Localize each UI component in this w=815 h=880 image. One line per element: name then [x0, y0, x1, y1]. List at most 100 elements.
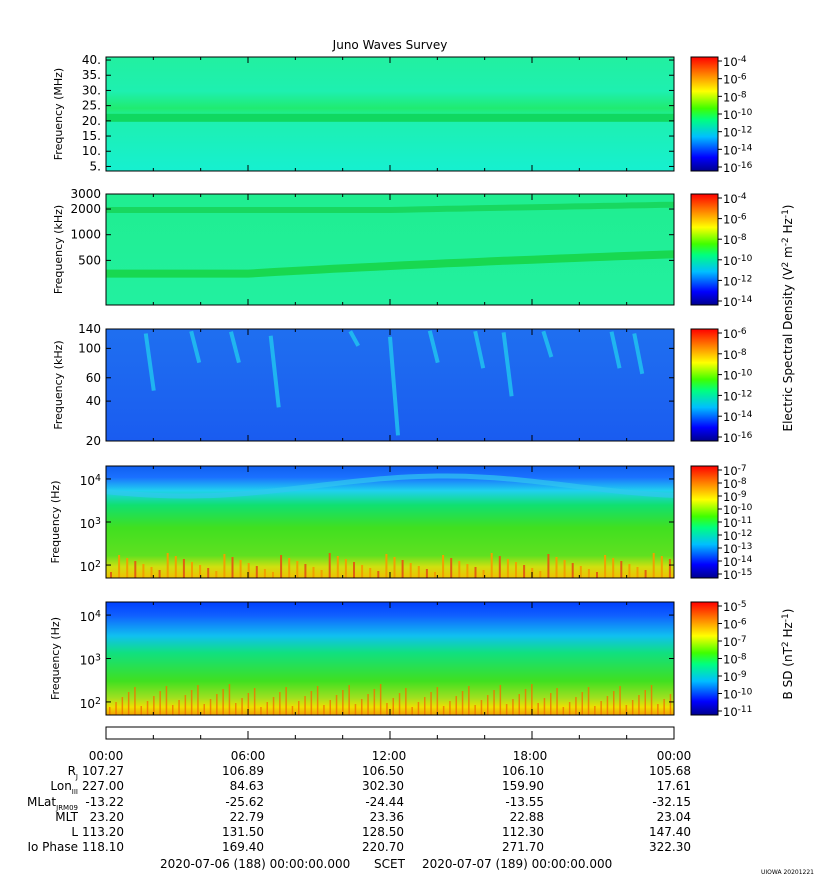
- impulse-mark: [550, 693, 552, 715]
- spectrogram-lfr-low-b: [106, 602, 674, 715]
- colorbar-tick-label: 10-14: [723, 143, 753, 157]
- y-axis-label: Frequency (kHz): [52, 340, 65, 429]
- impulse-mark: [474, 567, 477, 578]
- impulse-mark: [178, 700, 180, 715]
- y-tick-label-base: 10: [80, 560, 95, 574]
- impulse-mark: [247, 563, 250, 578]
- y-tick-label: 2000: [70, 202, 101, 216]
- impulse-mark: [296, 561, 299, 578]
- y-tick-label-exp: 2: [95, 696, 101, 707]
- colorbar-tick-label-exp: -14: [738, 295, 753, 305]
- colorbar-tick-label-base: 10: [723, 143, 738, 157]
- impulse-mark: [235, 703, 237, 715]
- impulse-mark: [288, 558, 291, 578]
- burst-streak: [189, 330, 202, 364]
- colorbar-tick-label-base: 10: [723, 670, 738, 684]
- colorbar-tick-label-exp: -10: [738, 108, 753, 118]
- impulse-mark: [506, 559, 509, 578]
- ephemeris-value: -25.62: [225, 795, 264, 809]
- colorbar-tick-label-exp: -12: [738, 389, 753, 399]
- impulse-mark: [461, 691, 464, 715]
- impulse-mark: [291, 706, 294, 715]
- colorbar-tick-label-base: 10: [723, 555, 738, 569]
- colorbar-tick-label-exp: -10: [738, 254, 753, 264]
- impulse-mark: [604, 555, 607, 578]
- ephemeris-value: 106.50: [362, 764, 404, 778]
- colorbar-tick-label-exp: -10: [738, 688, 753, 698]
- burst-streak: [473, 330, 486, 369]
- impulse-mark: [127, 692, 130, 715]
- y-tick-label: 40: [86, 394, 101, 408]
- colorbar-tick-label: 10-6: [723, 327, 747, 341]
- colorbar-tick-label-exp: -4: [738, 192, 747, 202]
- ephemeris-label-main: MLat: [27, 795, 56, 809]
- impulse-mark: [115, 702, 117, 715]
- impulse-mark: [153, 696, 155, 715]
- impulse-mark: [272, 572, 274, 578]
- ephemeris-value: 106.10: [502, 764, 544, 778]
- colorbar-tick-label-base: 10: [723, 705, 738, 719]
- y-tick-label: 140: [78, 322, 101, 336]
- y-axis-label: Frequency (Hz): [49, 617, 62, 700]
- ephemeris-value: 147.40: [649, 825, 691, 839]
- ephemeris-label: Io Phase: [27, 840, 78, 854]
- colorbar-tick-label: 10-12: [723, 126, 752, 140]
- colorbar-title-part: -2: [781, 237, 791, 246]
- colorbar-lfr-low-e: [690, 465, 719, 579]
- ephemeris-value: 23.36: [370, 810, 404, 824]
- colorbar-tick-label-base: 10: [723, 464, 738, 478]
- colorbar-tick-label-base: 10: [723, 233, 738, 247]
- colorbar-tick-label-exp: -14: [738, 143, 753, 153]
- impulse-mark: [539, 571, 542, 578]
- colorbar-tick-label-exp: -8: [738, 233, 747, 243]
- colorbar-tick-label-exp: -12: [738, 529, 753, 539]
- impulse-mark: [239, 560, 242, 578]
- impulse-mark: [638, 695, 640, 715]
- y-tick-label: 100: [78, 341, 101, 355]
- ephemeris-label-sub: III: [72, 788, 78, 796]
- impulse-mark: [158, 570, 161, 578]
- chart-title: Juno Waves Survey: [332, 38, 448, 52]
- colorbar-tick-label-base: 10: [723, 161, 738, 175]
- colorbar-tick-label-exp: -14: [738, 410, 753, 420]
- impulse-mark: [223, 554, 226, 578]
- impulse-mark: [568, 702, 571, 715]
- colorbar-tick-label-base: 10: [723, 348, 738, 362]
- impulse-mark: [263, 569, 266, 578]
- impulse-mark: [505, 704, 508, 715]
- time-tick-label: 18:00: [513, 749, 548, 763]
- colorbar-tick-label-base: 10: [723, 477, 738, 491]
- colorbar-tick-label-exp: -8: [738, 477, 747, 487]
- y-axis-label: Frequency (Hz): [49, 481, 62, 564]
- ephemeris-label: MLT: [55, 810, 78, 824]
- colorbar-tick-label-base: 10: [723, 568, 738, 582]
- impulse-mark: [613, 691, 615, 715]
- ephemeris-value: 271.70: [502, 840, 544, 854]
- ephemeris-value: 169.40: [222, 840, 264, 854]
- ephemeris-value: 106.89: [222, 764, 264, 778]
- ephemeris-table: RJ 107.27 106.89 106.50 106.10 105.68 LonIII 22…: [27, 764, 691, 854]
- y-tick-label-exp: 3: [95, 653, 101, 664]
- impulse-mark: [140, 706, 142, 715]
- colorbar-hfr-high: [690, 56, 719, 172]
- impulse-mark: [335, 695, 338, 715]
- colorbar-tick-label-base: 10: [723, 90, 738, 104]
- impulse-mark: [231, 557, 234, 578]
- ephemeris-value: 22.88: [510, 810, 544, 824]
- impulse-mark: [361, 565, 364, 578]
- impulse-mark: [468, 686, 470, 715]
- colorbar-tick-label-exp: -9: [738, 490, 747, 500]
- impulse-mark: [222, 689, 224, 715]
- impulse-mark: [480, 700, 483, 715]
- impulse-mark: [316, 686, 319, 715]
- impulse-mark: [386, 703, 388, 715]
- impulse-mark: [524, 689, 527, 715]
- colorbar-tick-label: 10-10: [723, 688, 753, 702]
- impulse-mark: [266, 702, 268, 715]
- ephemeris-label-sub: J: [75, 773, 78, 781]
- ephemeris-label: RJ: [68, 764, 78, 781]
- impulse-mark: [612, 558, 615, 578]
- impulse-mark: [165, 686, 168, 715]
- colorbar-tick-label-base: 10: [723, 516, 738, 530]
